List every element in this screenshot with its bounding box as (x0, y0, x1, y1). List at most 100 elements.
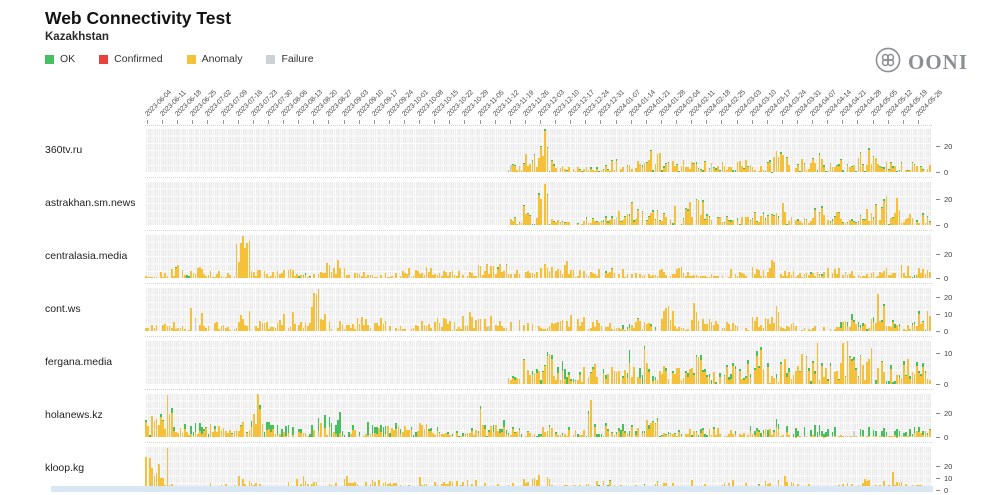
anomaly-bar (635, 273, 637, 278)
ok-bar (819, 153, 821, 155)
ok-bar (726, 365, 728, 367)
measurement-bar-chart-holanews-kz[interactable] (145, 393, 931, 437)
site-label-cont-ws: cont.ws (45, 303, 81, 315)
anomaly-bar (767, 367, 769, 384)
ok-bar (607, 429, 609, 431)
x-axis-tick (495, 120, 496, 124)
measurement-bar-chart-kloop-kg[interactable] (145, 446, 931, 490)
anomaly-bar (804, 328, 806, 331)
ok-bar (540, 146, 542, 147)
measurement-bar-chart-fergana-media[interactable] (145, 340, 931, 384)
anomaly-bar (877, 368, 879, 384)
ok-bar (145, 420, 147, 422)
anomaly-bar (385, 321, 387, 331)
measurement-bar-chart-cont-ws[interactable] (145, 287, 931, 331)
ok-bar (873, 156, 875, 157)
ok-bar (812, 158, 814, 160)
anomaly-bar (916, 166, 918, 173)
anomaly-bar (583, 367, 585, 384)
ok-bar (609, 480, 611, 481)
anomaly-bar (242, 422, 244, 437)
ok-bar (657, 210, 659, 212)
measurement-bar-chart-centralasia-media[interactable] (145, 234, 931, 278)
anomaly-bar (763, 369, 765, 384)
x-axis-tick (238, 120, 239, 124)
ok-bar (644, 484, 646, 485)
ok-bar (195, 423, 197, 432)
y-axis-tick: 20 (936, 293, 952, 302)
x-axis-tick (419, 120, 420, 124)
ok-bar (763, 212, 765, 213)
ok-bar (862, 430, 864, 436)
ok-bar (344, 435, 346, 437)
y-axis-tick-mark (936, 384, 940, 385)
y-axis-tick-label: 20 (944, 250, 952, 259)
y-axis-tick-label: 0 (944, 486, 948, 495)
ok-bar (806, 356, 808, 358)
x-axis-tick (555, 120, 556, 124)
anomaly-bar (665, 275, 667, 278)
site-label-fergana-media: fergana.media (45, 356, 112, 368)
next-chart-partial (51, 486, 933, 492)
failure-bar (195, 321, 197, 331)
ok-bar (696, 431, 698, 433)
anomaly-bar (376, 277, 378, 278)
ok-bar (523, 359, 525, 361)
ok-bar (162, 420, 164, 421)
x-axis-tick (449, 120, 450, 124)
ok-bar (847, 164, 849, 165)
ok-bar (551, 355, 553, 358)
ok-bar (411, 427, 413, 430)
y-axis-tick-mark (936, 466, 940, 467)
anomaly-bar (650, 151, 652, 172)
measurement-bar-chart-astrakhan-sm-news[interactable] (145, 181, 931, 225)
anomaly-bar (596, 377, 598, 384)
ok-bar (555, 432, 557, 434)
measurement-bar-chart-360tv-ru[interactable] (145, 128, 931, 172)
ok-bar (577, 223, 579, 224)
ok-bar (840, 159, 842, 160)
ok-bar (605, 423, 607, 426)
anomaly-bar (607, 374, 609, 384)
anomaly-bar (633, 367, 635, 384)
anomaly-bar (814, 326, 816, 331)
y-axis-tick: 0 (936, 380, 948, 389)
y-axis-tick: 0 (936, 433, 948, 442)
anomaly-bar (827, 436, 829, 437)
anomaly-bar (637, 210, 639, 225)
ok-bar (827, 429, 829, 436)
anomaly-bar (395, 273, 397, 278)
x-axis-tick (253, 120, 254, 124)
ooni-logo[interactable]: OONI (874, 46, 968, 79)
x-axis-tick (177, 120, 178, 124)
anomaly-bar (370, 328, 372, 331)
x-axis-tick (797, 120, 798, 124)
anomaly-bar (823, 215, 825, 225)
x-axis-tick (600, 120, 601, 124)
x-axis-tick (631, 120, 632, 124)
anomaly-bar (855, 436, 857, 437)
anomaly-bar (147, 328, 149, 331)
anomaly-bar (730, 269, 732, 278)
row-baseline-dots (145, 389, 932, 390)
y-axis-tick: 20 (936, 462, 952, 471)
ok-bar (305, 273, 307, 275)
anomaly-bar (817, 343, 819, 384)
anomaly-bar (156, 277, 158, 278)
ok-bar (292, 427, 294, 435)
y-axis-tick-label: 0 (944, 327, 948, 336)
anomaly-bar (283, 270, 285, 278)
anomaly-bar (853, 276, 855, 278)
anomaly-bar (313, 274, 315, 278)
anomaly-bar (691, 217, 693, 225)
ok-bar (760, 347, 762, 350)
anomaly-bar (717, 276, 719, 278)
ok-bar (776, 374, 778, 378)
anomaly-bar (532, 324, 534, 331)
ok-bar (514, 165, 516, 166)
ooni-logo-icon (874, 46, 902, 79)
anomaly-bar (912, 218, 914, 225)
x-axis-tick (737, 120, 738, 124)
anomaly-bar (745, 276, 747, 278)
ok-bar (747, 360, 749, 364)
